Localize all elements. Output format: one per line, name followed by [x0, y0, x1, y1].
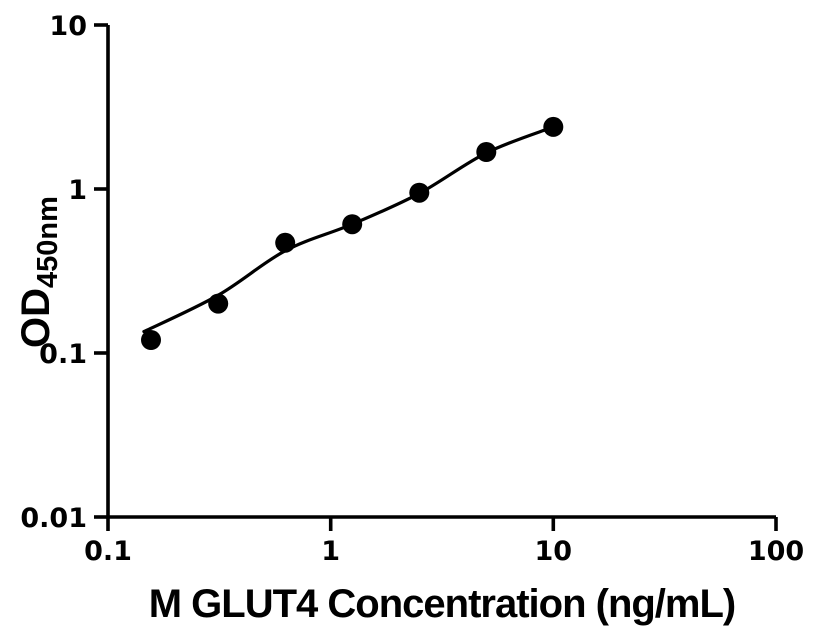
y-axis-tick-label: 0.1 [39, 339, 87, 370]
x-axis-tick-label: 100 [748, 536, 804, 567]
x-axis-tick-label: 10 [535, 536, 573, 567]
x-axis-tick-label: 0.1 [84, 536, 132, 567]
data-point-marker [409, 182, 430, 203]
data-point-marker [342, 214, 363, 235]
data-point-marker [275, 232, 296, 253]
y-axis-title-main: OD [14, 287, 58, 348]
y-axis-tick-label: 1 [68, 175, 87, 206]
axis-spines [106, 25, 776, 519]
y-axis-tick-label: 10 [49, 11, 87, 42]
data-point-marker [208, 293, 229, 314]
data-point-marker [476, 142, 497, 162]
y-axis-title-subscript: 450nm [32, 196, 64, 288]
x-axis-title: M GLUT4 Concentration (ng/mL) [108, 582, 776, 627]
data-point-marker [543, 116, 564, 137]
y-axis-title: OD450nm [10, 112, 64, 432]
y-axis-tick-label: 0.01 [20, 503, 87, 534]
x-axis-title-text: M GLUT4 Concentration (ng/mL) [148, 582, 737, 626]
x-axis-tick-label: 1 [321, 536, 340, 567]
data-point-marker [141, 330, 161, 350]
